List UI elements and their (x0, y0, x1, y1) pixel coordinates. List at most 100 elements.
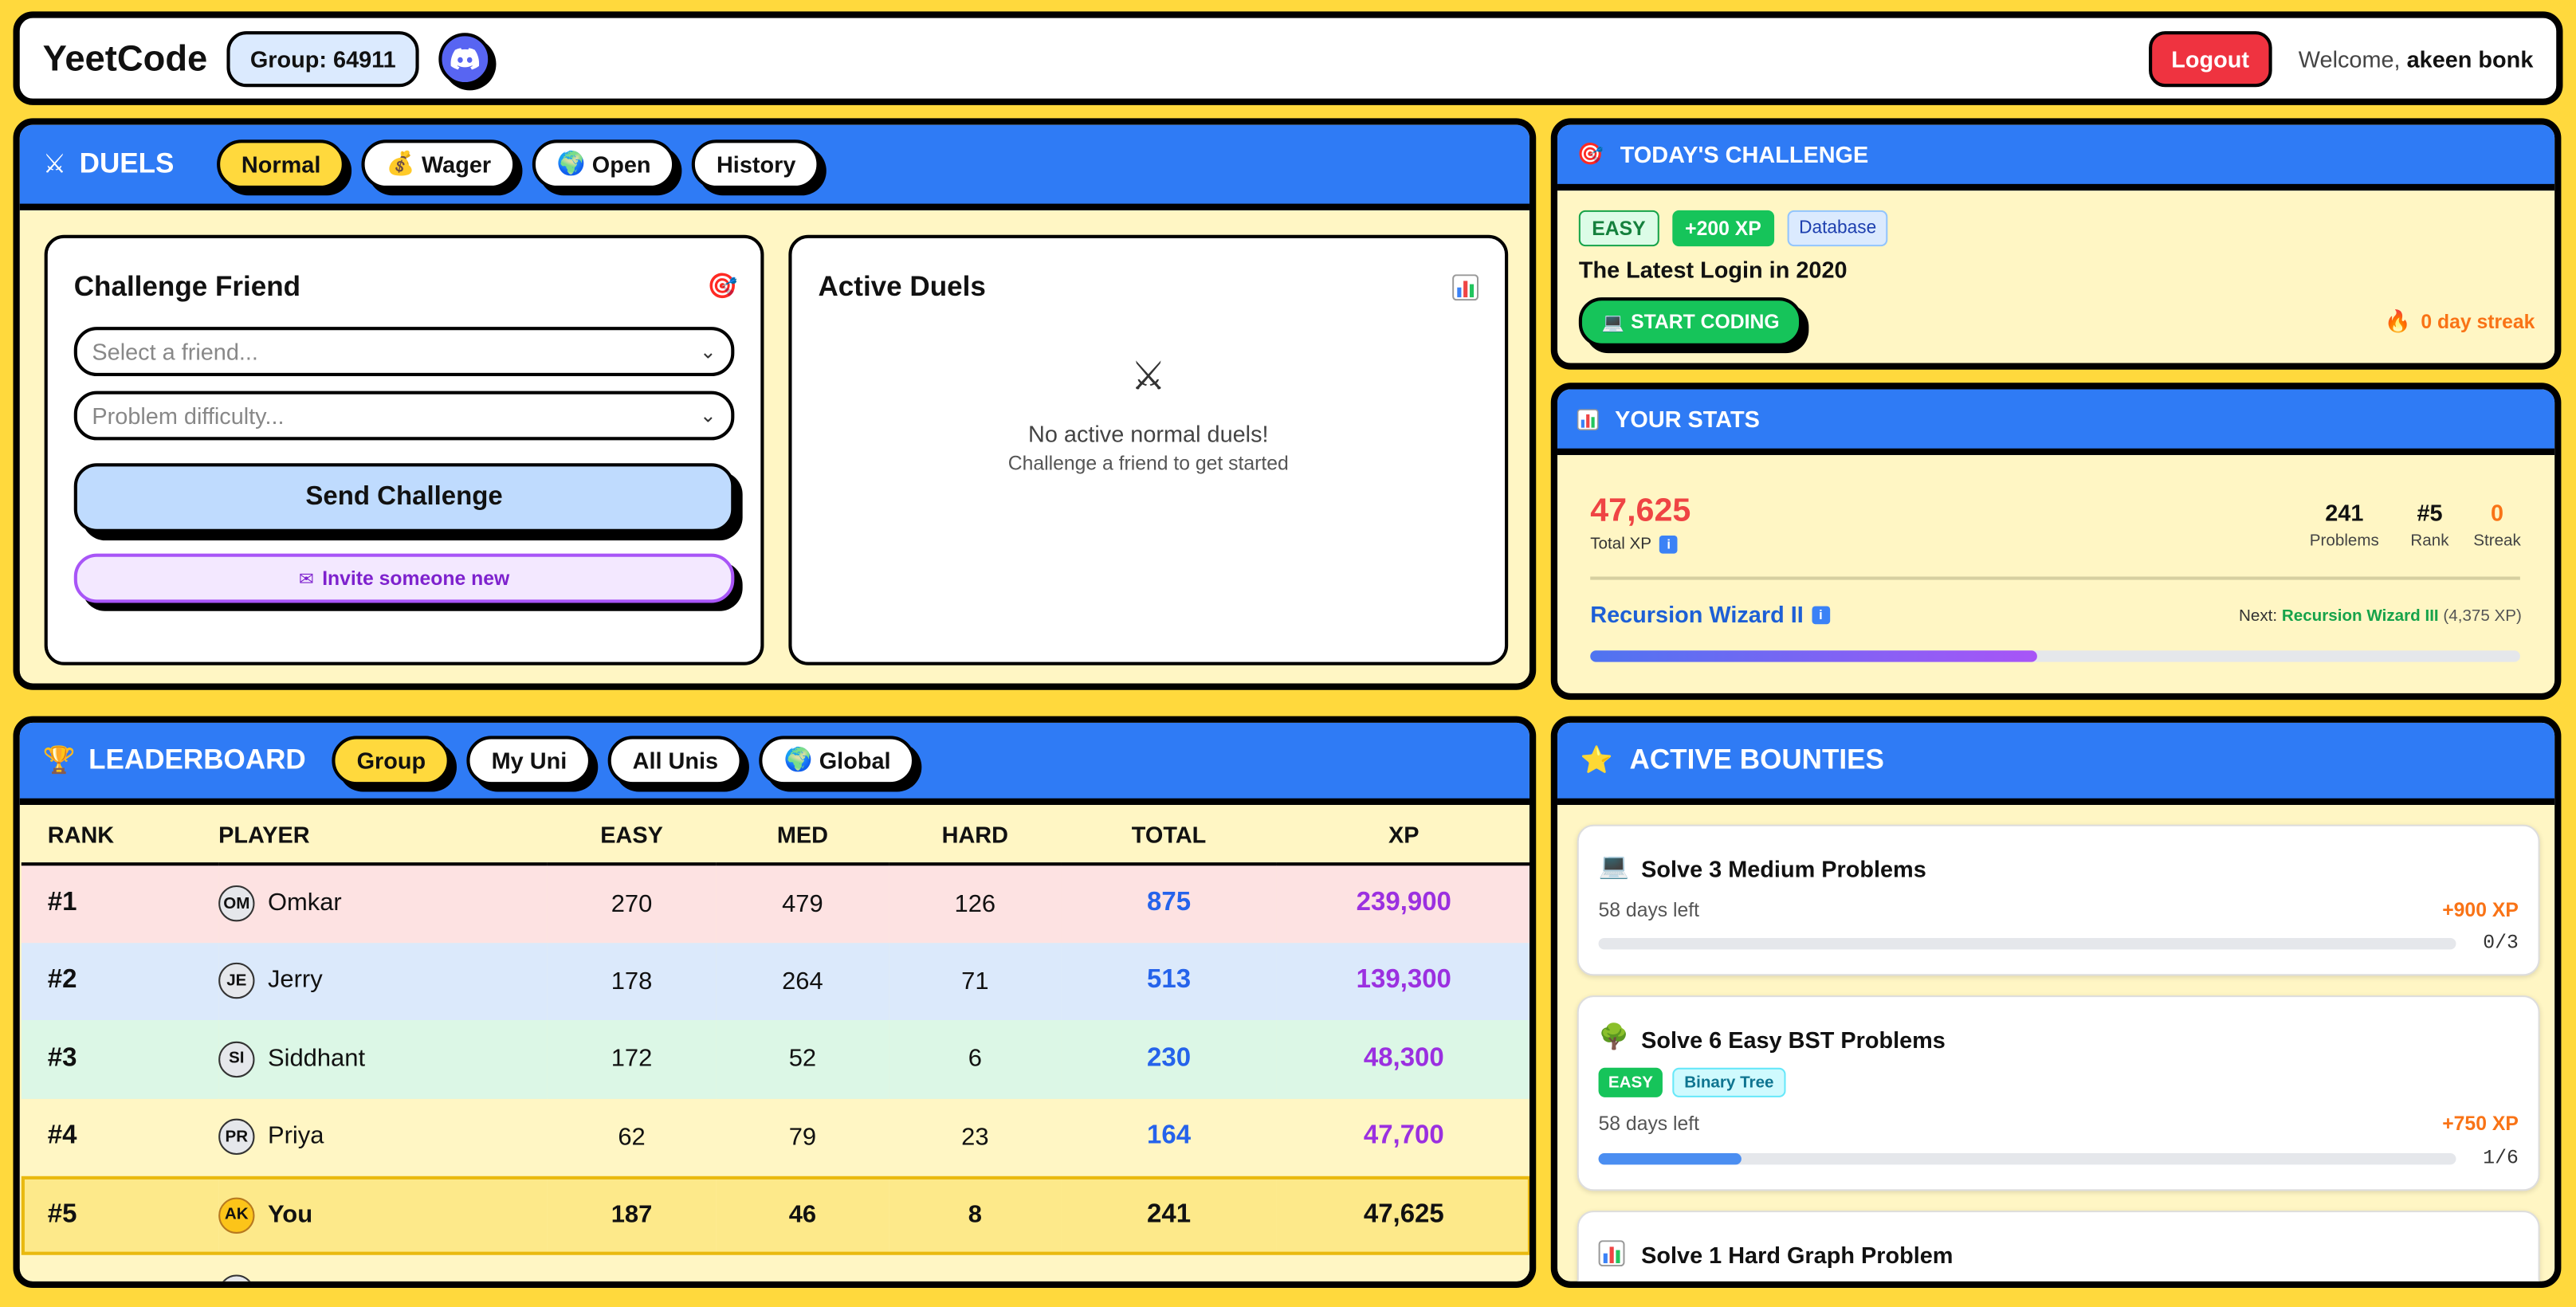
tab-history[interactable]: History (692, 139, 821, 190)
level-progress-bar (1590, 650, 2520, 662)
player-cell[interactable]: OM Omkar (218, 864, 547, 942)
target-icon: 🎯 (1577, 142, 1604, 167)
player-name: Jerry (267, 966, 323, 995)
tab-group-label: Group (356, 747, 426, 774)
table-row[interactable]: #3 SI Siddhant 172 52 6 230 48,300 (21, 1020, 1530, 1098)
challenge-tags: EASY +200 XP Database (1578, 210, 1888, 247)
tab-global-label: Global (819, 747, 891, 774)
active-bounties-header: ⭐ ACTIVE BOUNTIES (1557, 722, 2555, 805)
xp-cell: 47,625 (1363, 1200, 1444, 1229)
table-row[interactable]: #2 JE Jerry 178 264 71 513 139,300 (21, 942, 1530, 1021)
active-bounties-panel: ⭐ ACTIVE BOUNTIES 💻 Solve 3 Medium Probl… (1550, 716, 2562, 1288)
bar-chart-icon (1452, 274, 1479, 301)
friend-select[interactable]: Select a friend... ⌄ (73, 327, 735, 377)
tab-my-uni-label: My Uni (491, 747, 567, 774)
duels-header: ⚔ DUELS Normal 💰 Wager 🌍 Open History (19, 124, 1530, 210)
your-stats-title: YOUR STATS (1615, 406, 1760, 433)
hard-tag (1599, 1283, 1664, 1288)
brand-logo-text[interactable]: YeetCode (42, 37, 208, 78)
welcome-prefix: Welcome, (2298, 45, 2401, 72)
med-cell: 264 (782, 967, 823, 995)
rank-cell: #5 (47, 1200, 77, 1229)
bounty-progress-count: 0/3 (2483, 931, 2519, 955)
player-name: Priya (267, 1122, 324, 1151)
bounty-days-left: 58 days left (1598, 1112, 1700, 1136)
logout-button[interactable]: Logout (2148, 30, 2272, 87)
tab-global[interactable]: 🌍 Global (759, 736, 916, 786)
money-bag-icon: 💰 (386, 151, 415, 178)
bounty-card[interactable]: 💻 Solve 3 Medium Problems 58 days left +… (1577, 824, 2540, 976)
discord-icon[interactable] (438, 32, 492, 85)
fire-icon: 🔥 (2384, 309, 2412, 335)
tab-all-unis[interactable]: All Unis (607, 736, 744, 786)
hard-cell: 126 (954, 889, 996, 918)
no-active-duels-subtext: Challenge a friend to get started (1007, 451, 1289, 475)
crossed-swords-icon: ⚔ (42, 147, 67, 179)
total-cell: 513 (1147, 966, 1192, 995)
player-cell[interactable]: JE Jerry (218, 942, 547, 1020)
no-active-duels-text: No active normal duels! (1027, 420, 1269, 447)
binary-tree-tag: Binary Tree (1672, 1067, 1785, 1097)
start-coding-button[interactable]: 💻 START CODING (1578, 297, 1803, 347)
bar-chart-icon (1598, 1240, 1625, 1267)
challenge-problem-title[interactable]: The Latest Login in 2020 (1578, 256, 1848, 283)
your-stats-header: YOUR STATS (1557, 389, 2555, 455)
info-icon[interactable]: i (1812, 605, 1830, 624)
difficulty-select-placeholder: Problem difficulty... (92, 402, 285, 429)
tab-open[interactable]: 🌍 Open (532, 139, 676, 190)
invite-someone-button[interactable]: ✉ Invite someone new (73, 553, 735, 603)
next-label: Next: (2238, 607, 2278, 626)
next-level-name: Recursion Wizard III (2281, 607, 2439, 626)
col-hard: HARD (889, 804, 1062, 866)
bounty-card[interactable]: 🌳 Solve 6 Easy BST Problems EASY Binary … (1577, 995, 2540, 1191)
bounty-card[interactable]: Solve 1 Hard Graph Problem (1577, 1211, 2540, 1288)
total-cell: 875 (1147, 889, 1192, 917)
player-cell[interactable]: PR Priya (218, 1098, 547, 1176)
send-challenge-button[interactable]: Send Challenge (73, 463, 735, 532)
rank-cell: #4 (47, 1122, 77, 1151)
xp-cell: 48,300 (1363, 1044, 1444, 1073)
table-row[interactable]: #1 OM Omkar 270 479 126 875 239,900 (21, 864, 1530, 943)
bounty-progress-count: 1/6 (2483, 1146, 2519, 1170)
tab-wager-label: Wager (421, 151, 492, 178)
player-cell[interactable]: SI Siddhant (218, 1020, 547, 1098)
xp-cell: 139,300 (1356, 966, 1451, 995)
avatar: SI (218, 1041, 255, 1077)
stats-divider (1590, 576, 2520, 579)
tree-icon: 🌳 (1598, 1022, 1630, 1052)
stat-streak: 0 Streak (2466, 500, 2528, 551)
bounty-reward: +900 XP (2442, 898, 2519, 922)
welcome-text: Welcome, akeen bonk (2299, 45, 2534, 72)
table-header-row: RANK PLAYER EASY MED HARD TOTAL XP (21, 804, 1530, 866)
leaderboard-table: RANK PLAYER EASY MED HARD TOTAL XP #1 OM O… (21, 804, 1530, 1281)
streak-text: 0 day streak (2421, 310, 2535, 334)
tab-my-uni[interactable]: My Uni (466, 736, 592, 786)
med-cell: 479 (782, 889, 823, 918)
player-name: Siddhant (267, 1044, 366, 1073)
bounty-tags (1599, 1283, 1747, 1288)
info-icon[interactable]: i (1659, 535, 1679, 554)
col-med: MED (716, 804, 889, 866)
xp-badge: +200 XP (1671, 210, 1775, 247)
daily-streak: 🔥 0 day streak (2385, 311, 2535, 334)
leaderboard-table-body: #1 OM Omkar 270 479 126 875 239,900 #2 JE Jerry 178… (21, 864, 1530, 1281)
table-row[interactable]: #4 PR Priya 62 79 23 164 47,700 (21, 1097, 1530, 1176)
total-cell: 241 (1147, 1200, 1192, 1229)
start-coding-label: START CODING (1631, 310, 1780, 334)
player-cell[interactable]: AK You (218, 1176, 547, 1254)
star-icon: ⭐ (1580, 744, 1613, 775)
easy-cell: 270 (611, 889, 653, 918)
med-cell: 46 (788, 1201, 817, 1230)
table-row[interactable] (21, 1254, 1530, 1281)
avatar: PR (218, 1119, 255, 1156)
tab-group[interactable]: Group (332, 736, 451, 786)
leaderboard-title: LEADERBOARD (88, 744, 306, 775)
tab-wager[interactable]: 💰 Wager (361, 139, 516, 190)
hard-cell: 8 (968, 1201, 982, 1230)
table-row[interactable]: #5 AK You 187 46 8 241 47,625 (21, 1176, 1530, 1254)
challenge-friend-title: Challenge Friend (73, 271, 301, 303)
stat-rank: #5 Rank (2401, 500, 2457, 551)
difficulty-select[interactable]: Problem difficulty... ⌄ (73, 391, 735, 441)
col-total: TOTAL (1061, 804, 1277, 866)
tab-normal[interactable]: Normal (217, 139, 346, 190)
